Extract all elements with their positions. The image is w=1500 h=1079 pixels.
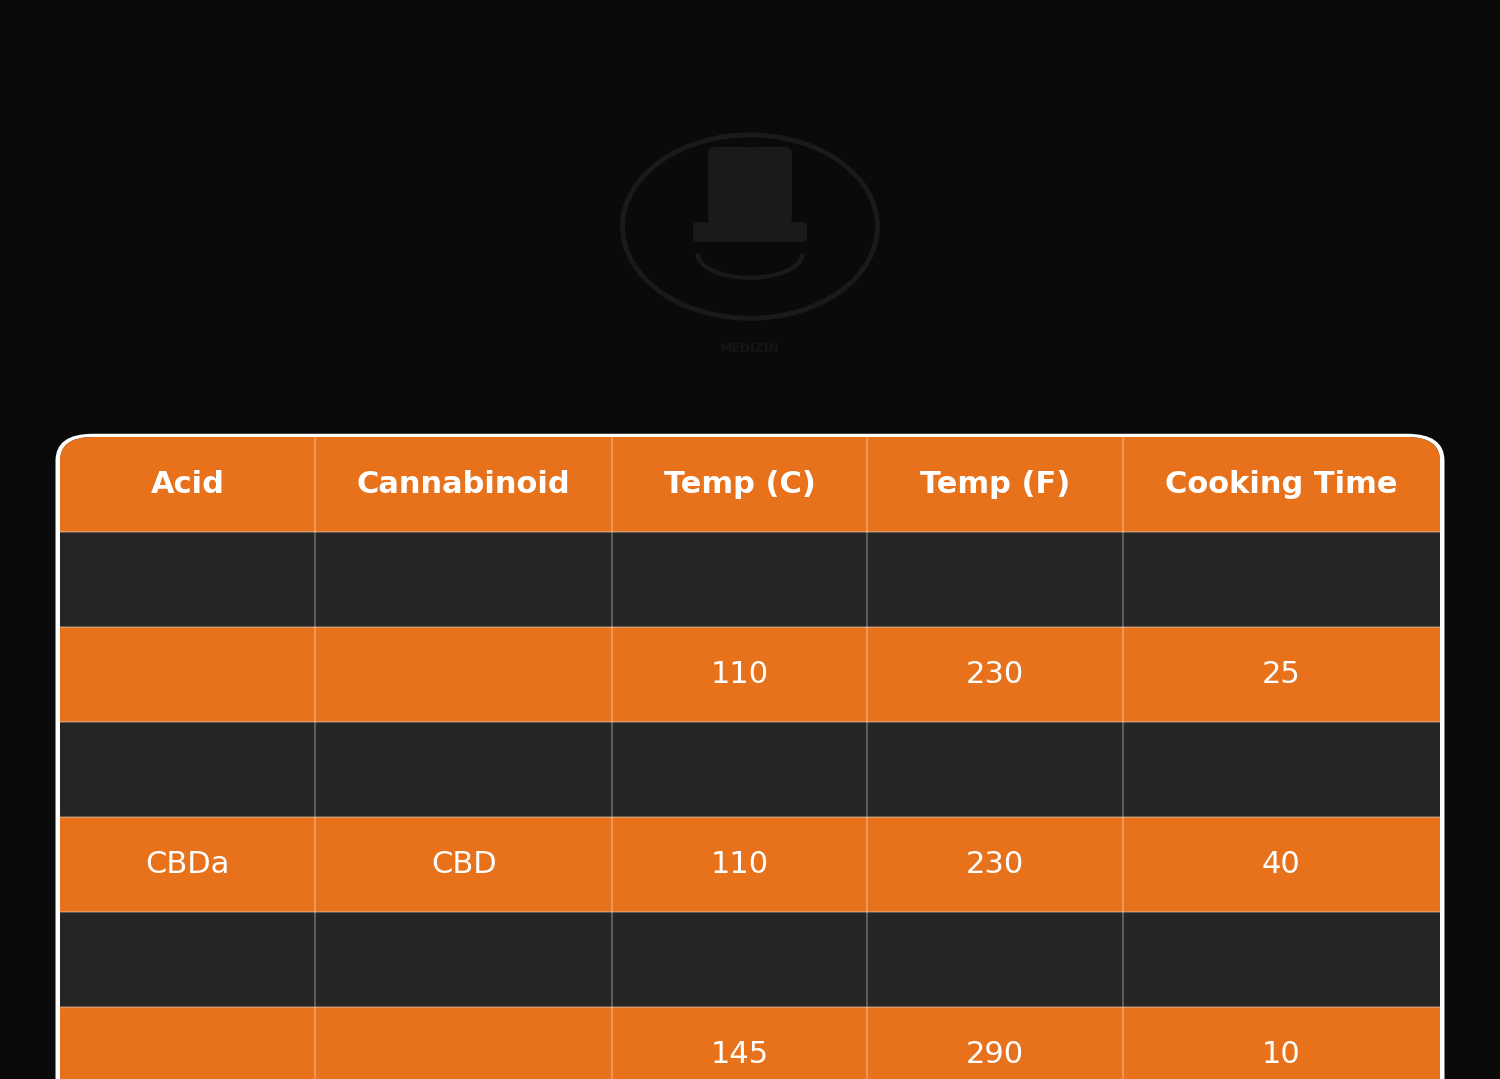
Text: 290: 290 [966,1040,1024,1068]
Text: Cannabinoid: Cannabinoid [357,470,570,498]
Bar [60,722,1440,817]
Text: 40: 40 [1262,850,1300,878]
Bar [60,912,1440,1007]
FancyBboxPatch shape [60,437,1440,1079]
Text: 145: 145 [711,1040,768,1068]
Text: Cooking Time: Cooking Time [1166,470,1398,498]
Text: CBDa: CBDa [146,850,230,878]
Text: CBD: CBD [430,850,496,878]
Bar [60,532,1440,627]
Bar [60,484,1440,532]
Text: 110: 110 [711,850,768,878]
FancyBboxPatch shape [747,147,792,224]
Text: Temp (F): Temp (F) [920,470,1070,498]
FancyBboxPatch shape [708,147,753,224]
Bar [60,1007,1440,1079]
Text: 230: 230 [966,850,1024,878]
FancyBboxPatch shape [60,437,1440,532]
Text: 25: 25 [1262,660,1300,688]
Text: 230: 230 [966,660,1024,688]
Text: Temp (C): Temp (C) [663,470,816,498]
Text: Acid: Acid [150,470,225,498]
Text: 110: 110 [711,660,768,688]
Bar [60,817,1440,912]
FancyBboxPatch shape [693,222,807,242]
FancyBboxPatch shape [56,434,1444,1079]
Text: MEDIZIN: MEDIZIN [720,342,780,355]
Text: 10: 10 [1262,1040,1300,1068]
Bar [60,627,1440,722]
